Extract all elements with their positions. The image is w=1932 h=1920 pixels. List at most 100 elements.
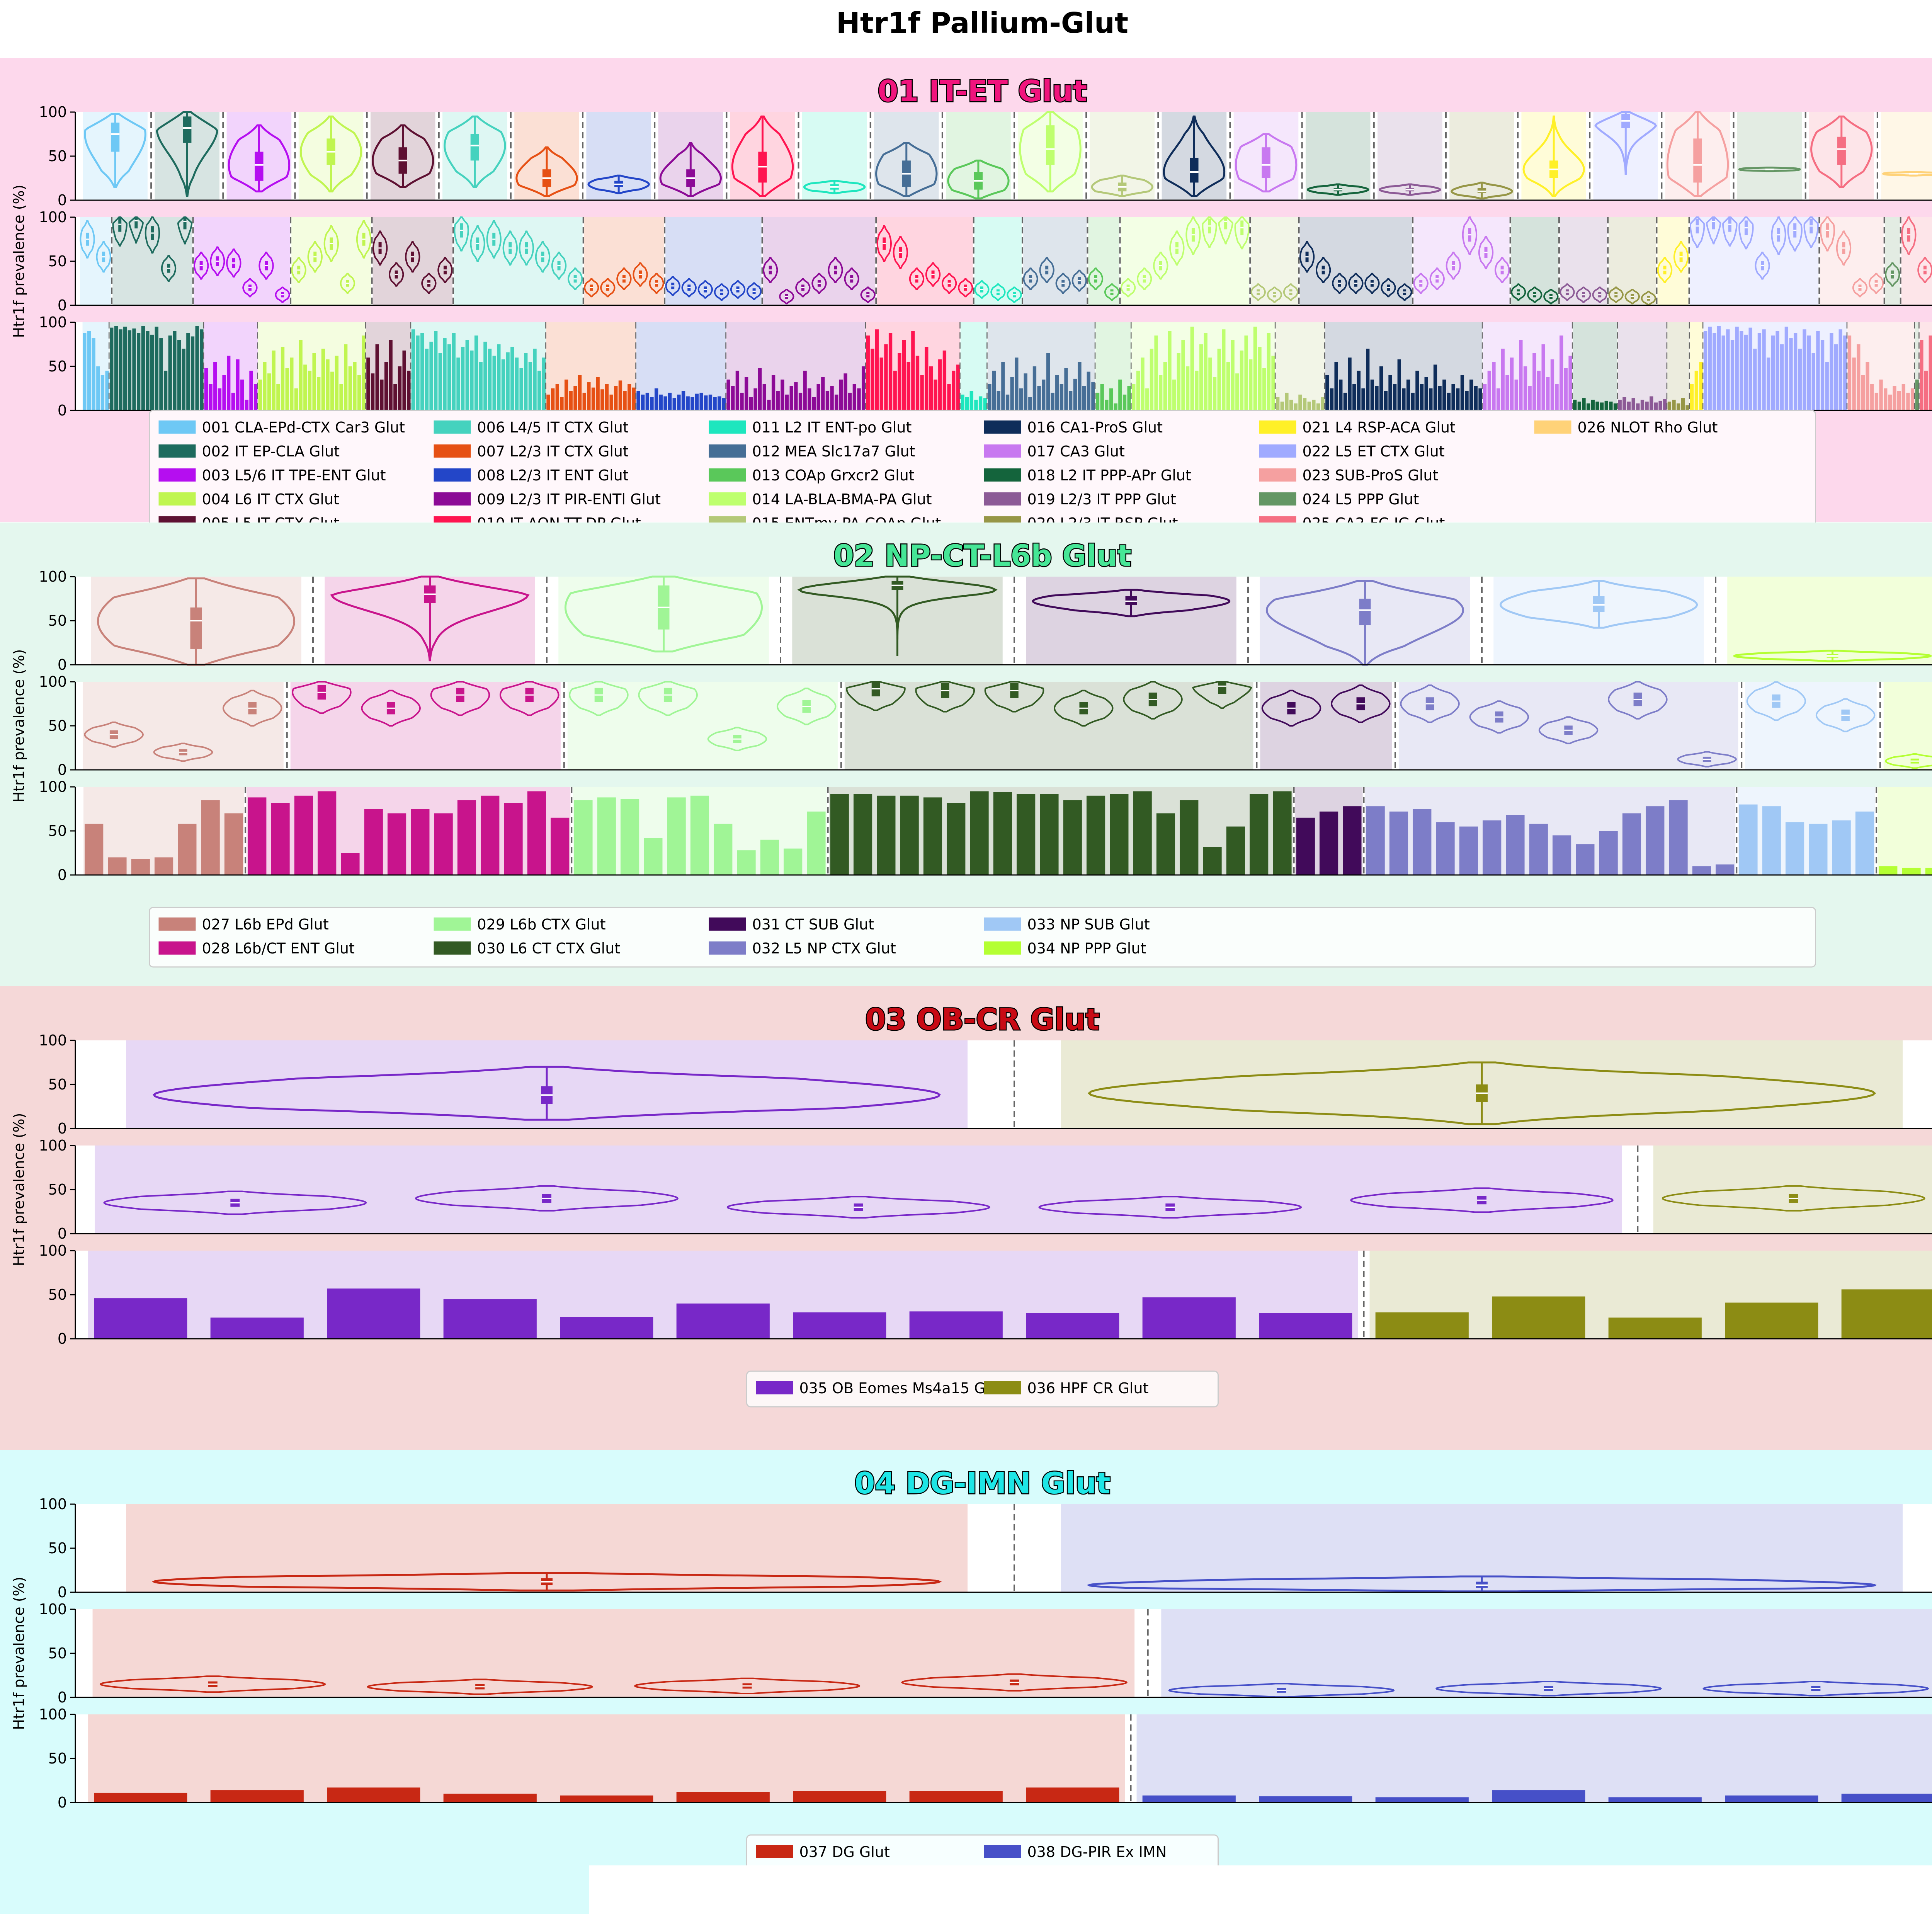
- bar: [96, 366, 100, 410]
- legend-item: 008 L2/3 IT ENT Glut: [434, 467, 629, 484]
- legend-label: 024 L5 PPP Glut: [1303, 491, 1419, 508]
- bar: [537, 371, 541, 410]
- bar: [470, 351, 473, 410]
- y-tick-label: 100: [39, 1706, 67, 1723]
- group-037: [126, 1504, 1014, 1592]
- group-013: [1088, 217, 1120, 305]
- bar: [1348, 357, 1351, 410]
- bar: [667, 797, 686, 875]
- group-007: [584, 217, 665, 305]
- bar: [456, 357, 460, 410]
- group-022: [1594, 112, 1662, 200]
- bar: [131, 859, 150, 875]
- bar: [1132, 384, 1135, 410]
- legend-label: 028 L6b/CT ENT Glut: [202, 940, 355, 957]
- group-band: [1667, 322, 1689, 410]
- bar: [1825, 362, 1829, 410]
- group-band: [636, 322, 726, 410]
- bar: [952, 371, 955, 410]
- bar: [929, 366, 933, 410]
- group-band: [1737, 112, 1802, 200]
- bar: [776, 391, 780, 410]
- bar: [1776, 331, 1779, 410]
- bar: [1376, 1312, 1469, 1339]
- bar: [146, 331, 149, 410]
- group-014: [1018, 112, 1086, 200]
- bar: [402, 351, 406, 410]
- bar: [587, 382, 590, 410]
- bar: [204, 368, 208, 410]
- bar: [542, 357, 546, 410]
- bar: [1893, 386, 1896, 410]
- bar: [1884, 388, 1887, 410]
- bar: [925, 347, 928, 410]
- bar: [1267, 333, 1270, 410]
- bar: [781, 380, 784, 410]
- legend-label: 027 L6b EPd Glut: [202, 916, 329, 933]
- sub-violin-box: [1218, 682, 1226, 694]
- legend-item: 024 L5 PPP Glut: [1259, 491, 1419, 508]
- y-tick-label: 50: [48, 717, 67, 734]
- bar: [1614, 403, 1617, 410]
- bar: [1855, 812, 1874, 875]
- bar: [1519, 340, 1522, 410]
- bar: [1451, 384, 1455, 410]
- legend-item: 003 L5/6 IT TPE-ENT Glut: [159, 467, 386, 484]
- bar: [1442, 380, 1446, 410]
- bar: [1127, 386, 1131, 410]
- bar: [997, 391, 1000, 410]
- bar: [137, 333, 140, 410]
- bar: [749, 397, 753, 410]
- bar: [1379, 366, 1383, 410]
- bar: [1748, 328, 1752, 410]
- bar: [416, 335, 419, 410]
- bar: [248, 797, 266, 875]
- bar: [844, 373, 847, 410]
- bar: [1010, 377, 1014, 410]
- bar: [992, 371, 996, 410]
- bar: [1501, 349, 1505, 410]
- group-022: [1690, 217, 1820, 305]
- bar: [1258, 347, 1261, 410]
- bar: [1402, 388, 1405, 410]
- bar: [1226, 362, 1230, 410]
- figure-title: Htr1f Pallium-Glut: [836, 7, 1128, 40]
- bar: [1915, 380, 1919, 410]
- bar: [646, 393, 649, 410]
- group-008: [665, 217, 762, 305]
- bar: [862, 366, 865, 410]
- bar: [600, 389, 604, 410]
- y-tick-label: 50: [48, 1645, 67, 1662]
- bar: [1870, 384, 1874, 410]
- bar: [965, 397, 969, 410]
- bar: [1852, 357, 1855, 410]
- bar: [1842, 1289, 1932, 1339]
- legend-label: 014 LA-BLA-BMA-PA Glut: [752, 491, 932, 508]
- group-016: [1300, 217, 1413, 305]
- bar: [101, 375, 104, 410]
- bar: [1861, 375, 1865, 410]
- group-004: [258, 322, 366, 410]
- group-023: [1665, 112, 1734, 200]
- bar: [609, 395, 613, 410]
- group-009: [726, 322, 866, 410]
- bar: [1051, 393, 1054, 410]
- violin-box: [1478, 188, 1486, 193]
- group-band: [93, 1609, 1135, 1697]
- y-tick-label: 0: [58, 402, 67, 419]
- bar: [497, 344, 500, 410]
- bar: [393, 384, 397, 410]
- bar: [597, 797, 616, 875]
- bar: [1015, 357, 1018, 410]
- bar: [1186, 366, 1189, 410]
- legend-swatch: [159, 420, 196, 434]
- group-027: [91, 577, 313, 665]
- bar: [1699, 362, 1702, 410]
- bar: [493, 356, 496, 410]
- bar: [803, 371, 807, 410]
- group-band: [1088, 217, 1119, 305]
- bar: [294, 796, 313, 875]
- bar: [1195, 371, 1198, 410]
- bar: [1017, 794, 1035, 875]
- bar: [1690, 384, 1694, 410]
